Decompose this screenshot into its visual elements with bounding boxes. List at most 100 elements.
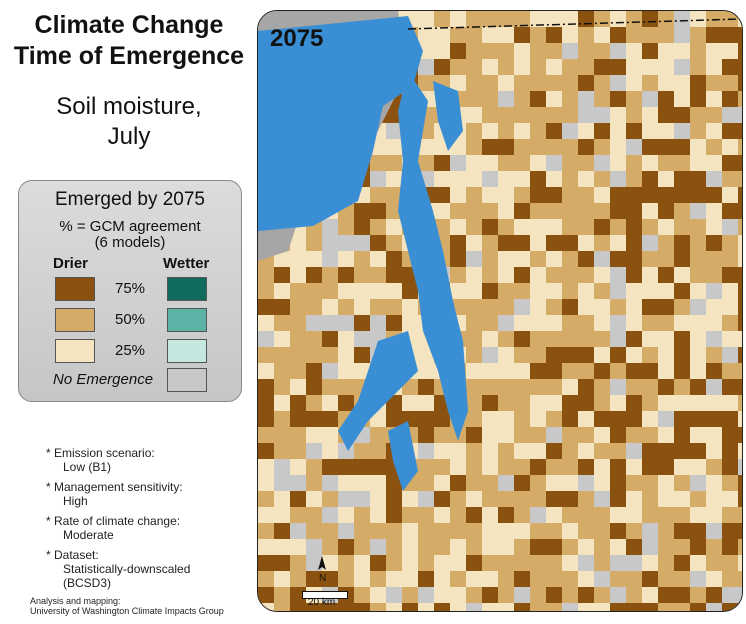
- map-cell: [738, 187, 742, 203]
- map-cell: [626, 155, 642, 171]
- map-cell: [322, 475, 338, 491]
- map-cell: [626, 283, 642, 299]
- map-cell: [594, 107, 610, 123]
- map-cell: [658, 555, 674, 571]
- map-cell: [418, 491, 434, 507]
- map-cell: [530, 427, 546, 443]
- map-cell: [466, 107, 482, 123]
- map-cell: [722, 27, 738, 43]
- map-cell: [418, 427, 434, 443]
- map-cell: [322, 267, 338, 283]
- map-cell: [626, 523, 642, 539]
- map-cell: [546, 251, 562, 267]
- map-cell: [386, 283, 402, 299]
- map-cell: [466, 203, 482, 219]
- map-cell: [642, 187, 658, 203]
- map-cell: [466, 235, 482, 251]
- map-cell: [658, 587, 674, 603]
- map-cell: [722, 299, 738, 315]
- map-cell: [306, 523, 322, 539]
- map-cell: [738, 459, 742, 475]
- note-rate-label: * Rate of climate change:: [46, 514, 181, 528]
- map-cell: [530, 331, 546, 347]
- map-cell: [690, 107, 706, 123]
- map-cell: [722, 555, 738, 571]
- map-cell: [322, 379, 338, 395]
- map-cell: [338, 571, 354, 587]
- map-cell: [386, 603, 402, 611]
- map-cell: [482, 187, 498, 203]
- map-cell: [530, 347, 546, 363]
- map-cell: [370, 555, 386, 571]
- map-cell: [370, 203, 386, 219]
- note-dataset-label: * Dataset:: [46, 548, 99, 562]
- map-cell: [370, 219, 386, 235]
- map-frame[interactable]: 2075 N 20 km: [257, 10, 743, 612]
- map-cell: [690, 571, 706, 587]
- map-cell: [610, 91, 626, 107]
- map-cell: [626, 491, 642, 507]
- map-year-label: 2075: [270, 25, 324, 52]
- map-cell: [610, 123, 626, 139]
- map-cell: [706, 75, 722, 91]
- map-cell: [354, 203, 370, 219]
- map-cell: [594, 491, 610, 507]
- map-cell: [370, 475, 386, 491]
- map-cell: [338, 539, 354, 555]
- map-cell: [338, 219, 354, 235]
- map-cell: [578, 331, 594, 347]
- map-cell: [482, 347, 498, 363]
- map-cell: [370, 427, 386, 443]
- map-cell: [578, 187, 594, 203]
- map-cell: [738, 331, 742, 347]
- map-cell: [258, 363, 274, 379]
- map-cell: [402, 587, 418, 603]
- map-cell: [722, 491, 738, 507]
- legend-wetter-header: Wetter: [163, 255, 210, 272]
- map-cell: [322, 507, 338, 523]
- map-cell: [258, 379, 274, 395]
- map-cell: [482, 283, 498, 299]
- map-cell: [658, 491, 674, 507]
- map-cell: [530, 395, 546, 411]
- map-cell: [642, 171, 658, 187]
- map-cell: [498, 491, 514, 507]
- map-cell: [402, 523, 418, 539]
- map-cell: [610, 331, 626, 347]
- map-cell: [466, 283, 482, 299]
- map-cell: [594, 27, 610, 43]
- map-cell: [722, 123, 738, 139]
- map-cell: [610, 411, 626, 427]
- map-cell: [290, 395, 306, 411]
- map-cell: [546, 475, 562, 491]
- map-cell: [546, 11, 562, 27]
- map-cell: [562, 123, 578, 139]
- map-cell: [450, 603, 466, 611]
- map-cell: [402, 571, 418, 587]
- map-cell: [658, 155, 674, 171]
- map-cell: [658, 107, 674, 123]
- map-cell: [562, 523, 578, 539]
- map-cell: [722, 331, 738, 347]
- map-cell: [562, 187, 578, 203]
- map-cell: [274, 507, 290, 523]
- map-cell: [258, 267, 274, 283]
- map-cell: [370, 283, 386, 299]
- map-cell: [674, 347, 690, 363]
- map-cell: [578, 379, 594, 395]
- map-cell: [578, 171, 594, 187]
- map-cell: [658, 395, 674, 411]
- map-cell: [594, 571, 610, 587]
- map-cell: [626, 43, 642, 59]
- map-cell: [274, 411, 290, 427]
- map-cell: [514, 315, 530, 331]
- map-cell: [594, 91, 610, 107]
- map-cell: [738, 107, 742, 123]
- map-cell: [594, 187, 610, 203]
- map-cell: [514, 539, 530, 555]
- map-cell: [738, 395, 742, 411]
- map-cell: [322, 395, 338, 411]
- map-cell: [434, 27, 450, 43]
- map-cell: [594, 123, 610, 139]
- map-cell: [706, 171, 722, 187]
